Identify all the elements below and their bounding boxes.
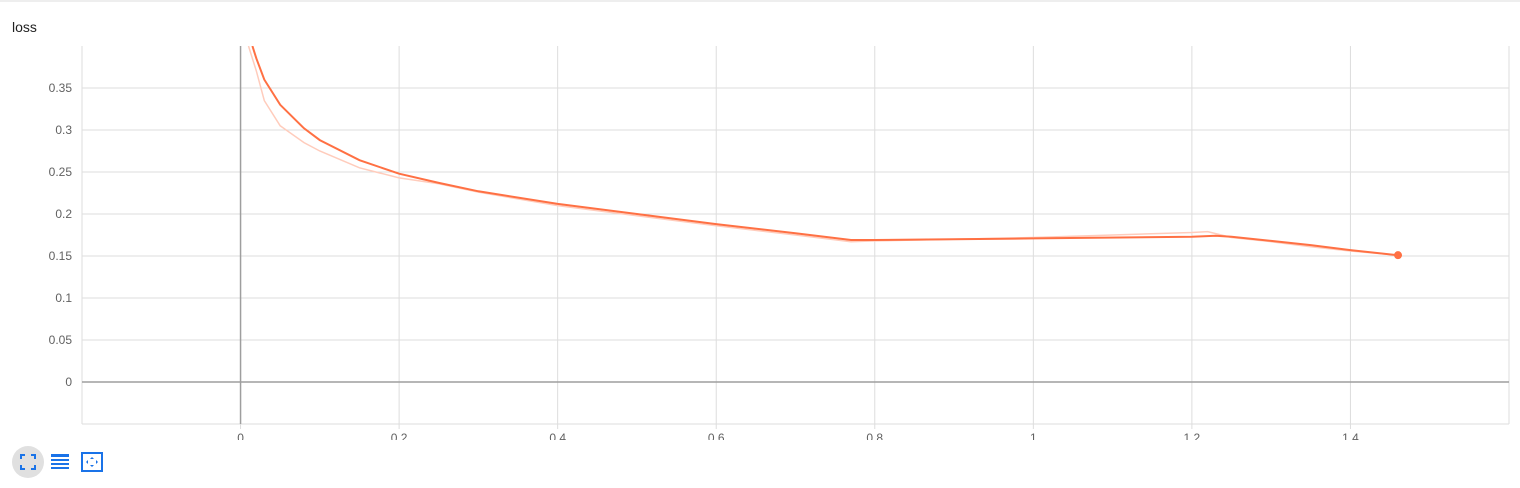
y-tick-label: 0.35 [49,81,73,95]
fullscreen-icon [20,454,36,470]
fit-domain-button[interactable] [76,446,108,478]
data-table-icon [51,454,69,469]
y-tick-label: 0.2 [55,207,72,221]
data-table-button[interactable] [44,446,76,478]
y-tick-label: 0.1 [55,291,72,305]
smoothed-loss-line [251,46,1399,257]
y-tick-label: 0.25 [49,165,73,179]
last-point-marker [1394,251,1403,260]
chart-toolbar [12,446,108,478]
raw-loss-line [247,46,1399,256]
x-tick-label: 1.2 [1184,431,1201,440]
y-tick-label: 0.3 [55,123,72,137]
x-tick-label: 0.4 [549,431,566,440]
card-top-rule [0,0,1520,2]
loss-chart[interactable]: 0 0.2 0.4 0.6 0.8 1 1.2 1.4 0 0.05 0.1 0.15 0.2 0.25 0… [0,0,1520,440]
x-tick-label: 0.6 [708,431,725,440]
x-tick-label: 0 [237,431,244,440]
x-tick-label: 0.2 [391,431,408,440]
fit-domain-icon [81,452,103,472]
x-tick-label: 1 [1030,431,1037,440]
y-tick-label: 0.15 [49,249,73,263]
y-tick-label: 0 [65,375,72,389]
x-tick-label: 1.4 [1342,431,1359,440]
y-tick-label: 0.05 [49,333,73,347]
x-tick-label: 0.8 [866,431,883,440]
fullscreen-button[interactable] [12,446,44,478]
chart-title: loss [12,19,37,35]
